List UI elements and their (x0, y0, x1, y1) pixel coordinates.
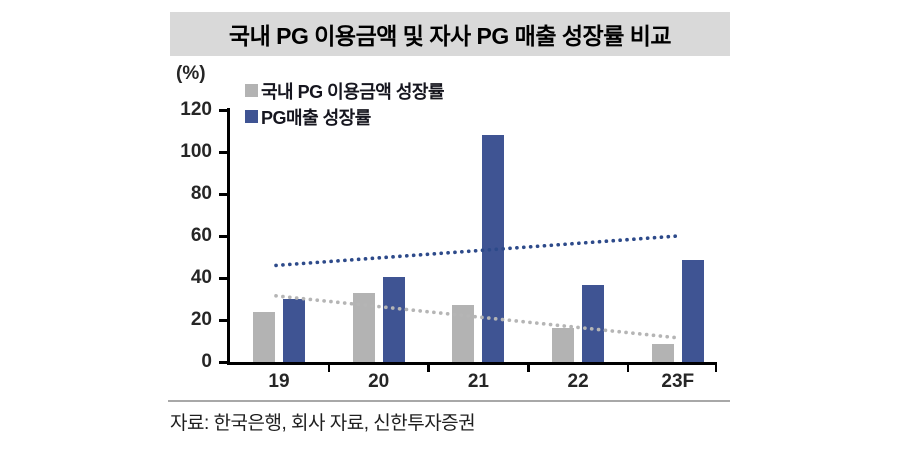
y-axis-tick-label: 80 (190, 183, 212, 204)
y-axis-tick-label: 100 (180, 141, 212, 162)
chart-title: 국내 PG 이용금액 및 자사 PG 매출 성장률 비교 (228, 23, 672, 49)
x-axis-category-label: 21 (467, 371, 489, 392)
y-axis-tick (219, 235, 227, 238)
y-axis-tick (219, 361, 227, 364)
y-axis-tick (219, 193, 227, 196)
y-axis-tick (219, 277, 227, 280)
y-axis-tick-label: 120 (180, 99, 212, 120)
x-axis-tick (527, 362, 530, 372)
legend-swatch-gray-icon (245, 84, 258, 97)
x-axis-category-label: 20 (368, 371, 390, 392)
y-axis-tick (219, 319, 227, 322)
y-axis-tick-label: 20 (190, 309, 212, 330)
bar-domestic-pg-growth-19 (253, 311, 275, 362)
x-axis-category-label: 22 (567, 371, 589, 392)
x-axis-end-tick (714, 362, 717, 372)
bar-pg-revenue-growth-19 (283, 299, 305, 362)
bar-pg-revenue-growth-23F (681, 260, 704, 362)
y-axis-unit-label: (%) (176, 63, 206, 84)
bar-pg-revenue-growth-20 (382, 276, 405, 362)
x-axis-tick (327, 362, 331, 372)
bar-domestic-pg-growth-23F (651, 344, 674, 362)
bar-pg-revenue-growth-21 (482, 135, 505, 362)
x-axis-category-label: 19 (268, 371, 290, 392)
bar-domestic-pg-growth-21 (452, 305, 475, 362)
y-axis-tick (219, 109, 227, 112)
bar-domestic-pg-growth-20 (352, 292, 375, 362)
legend-swatch-blue-icon (245, 110, 258, 123)
legend-item-domestic-pg: 국내 PG 이용금액 성장률 (245, 82, 445, 102)
x-axis-line (227, 362, 717, 365)
y-axis-tick-label: 40 (190, 267, 212, 288)
source-note: 자료: 한국은행, 회사 자료, 신한투자증권 (170, 413, 476, 434)
y-axis-tick (219, 151, 227, 154)
source-separator-line (168, 400, 730, 402)
bar-pg-revenue-growth-22 (582, 285, 605, 362)
legend-label-pg-revenue: PG매출 성장률 (261, 107, 371, 128)
chart-title-bar: 국내 PG 이용금액 및 자사 PG 매출 성장률 비교 (170, 12, 730, 56)
x-axis-tick (427, 362, 430, 372)
legend-item-pg-revenue: PG매출 성장률 (245, 108, 444, 128)
legend: 국내 PG 이용금액 성장률 PG매출 성장률 (245, 82, 445, 134)
legend-label-domestic-pg: 국내 PG 이용금액 성장률 (261, 81, 445, 102)
y-axis-tick-label: 0 (201, 351, 212, 372)
y-axis-line (227, 108, 230, 365)
x-axis-category-label: 23F (661, 371, 695, 392)
bar-domestic-pg-growth-22 (552, 328, 575, 362)
y-axis-tick-label: 60 (190, 225, 212, 246)
x-axis-tick (626, 362, 630, 372)
